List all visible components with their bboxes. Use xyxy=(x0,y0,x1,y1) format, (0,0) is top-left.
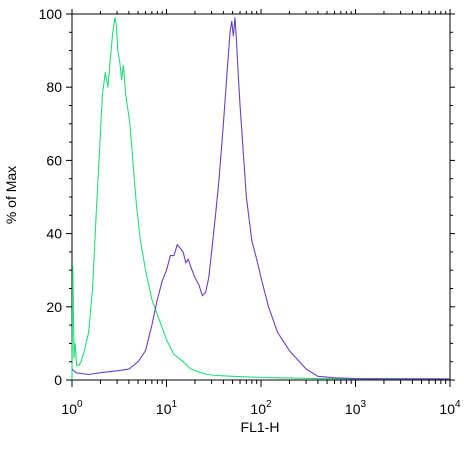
y-tick-label: 100 xyxy=(39,6,63,22)
axis-layer: 0 20 40 60 80 100 100 101 102 103 104 xyxy=(39,6,461,417)
series-layer xyxy=(71,17,451,381)
plot-frame xyxy=(71,13,451,381)
series-line-1 xyxy=(71,17,450,381)
x-tick-label: 101 xyxy=(156,399,178,417)
plot-border xyxy=(71,13,451,381)
y-tick-label: 20 xyxy=(46,299,62,315)
y-tick-label: 40 xyxy=(46,226,62,242)
x-tick-label: 102 xyxy=(250,399,272,417)
y-tick-label: 0 xyxy=(54,372,62,388)
y-axis-title: % of Max xyxy=(3,166,19,224)
y-tick-label: 80 xyxy=(46,79,62,95)
x-axis-title: FL1-H xyxy=(241,419,280,435)
y-tick-label: 60 xyxy=(46,152,62,168)
x-tick-label: 103 xyxy=(345,399,367,417)
series-line-2 xyxy=(71,17,451,380)
x-tick-label: 100 xyxy=(61,399,83,417)
x-tick-label: 104 xyxy=(439,399,461,417)
